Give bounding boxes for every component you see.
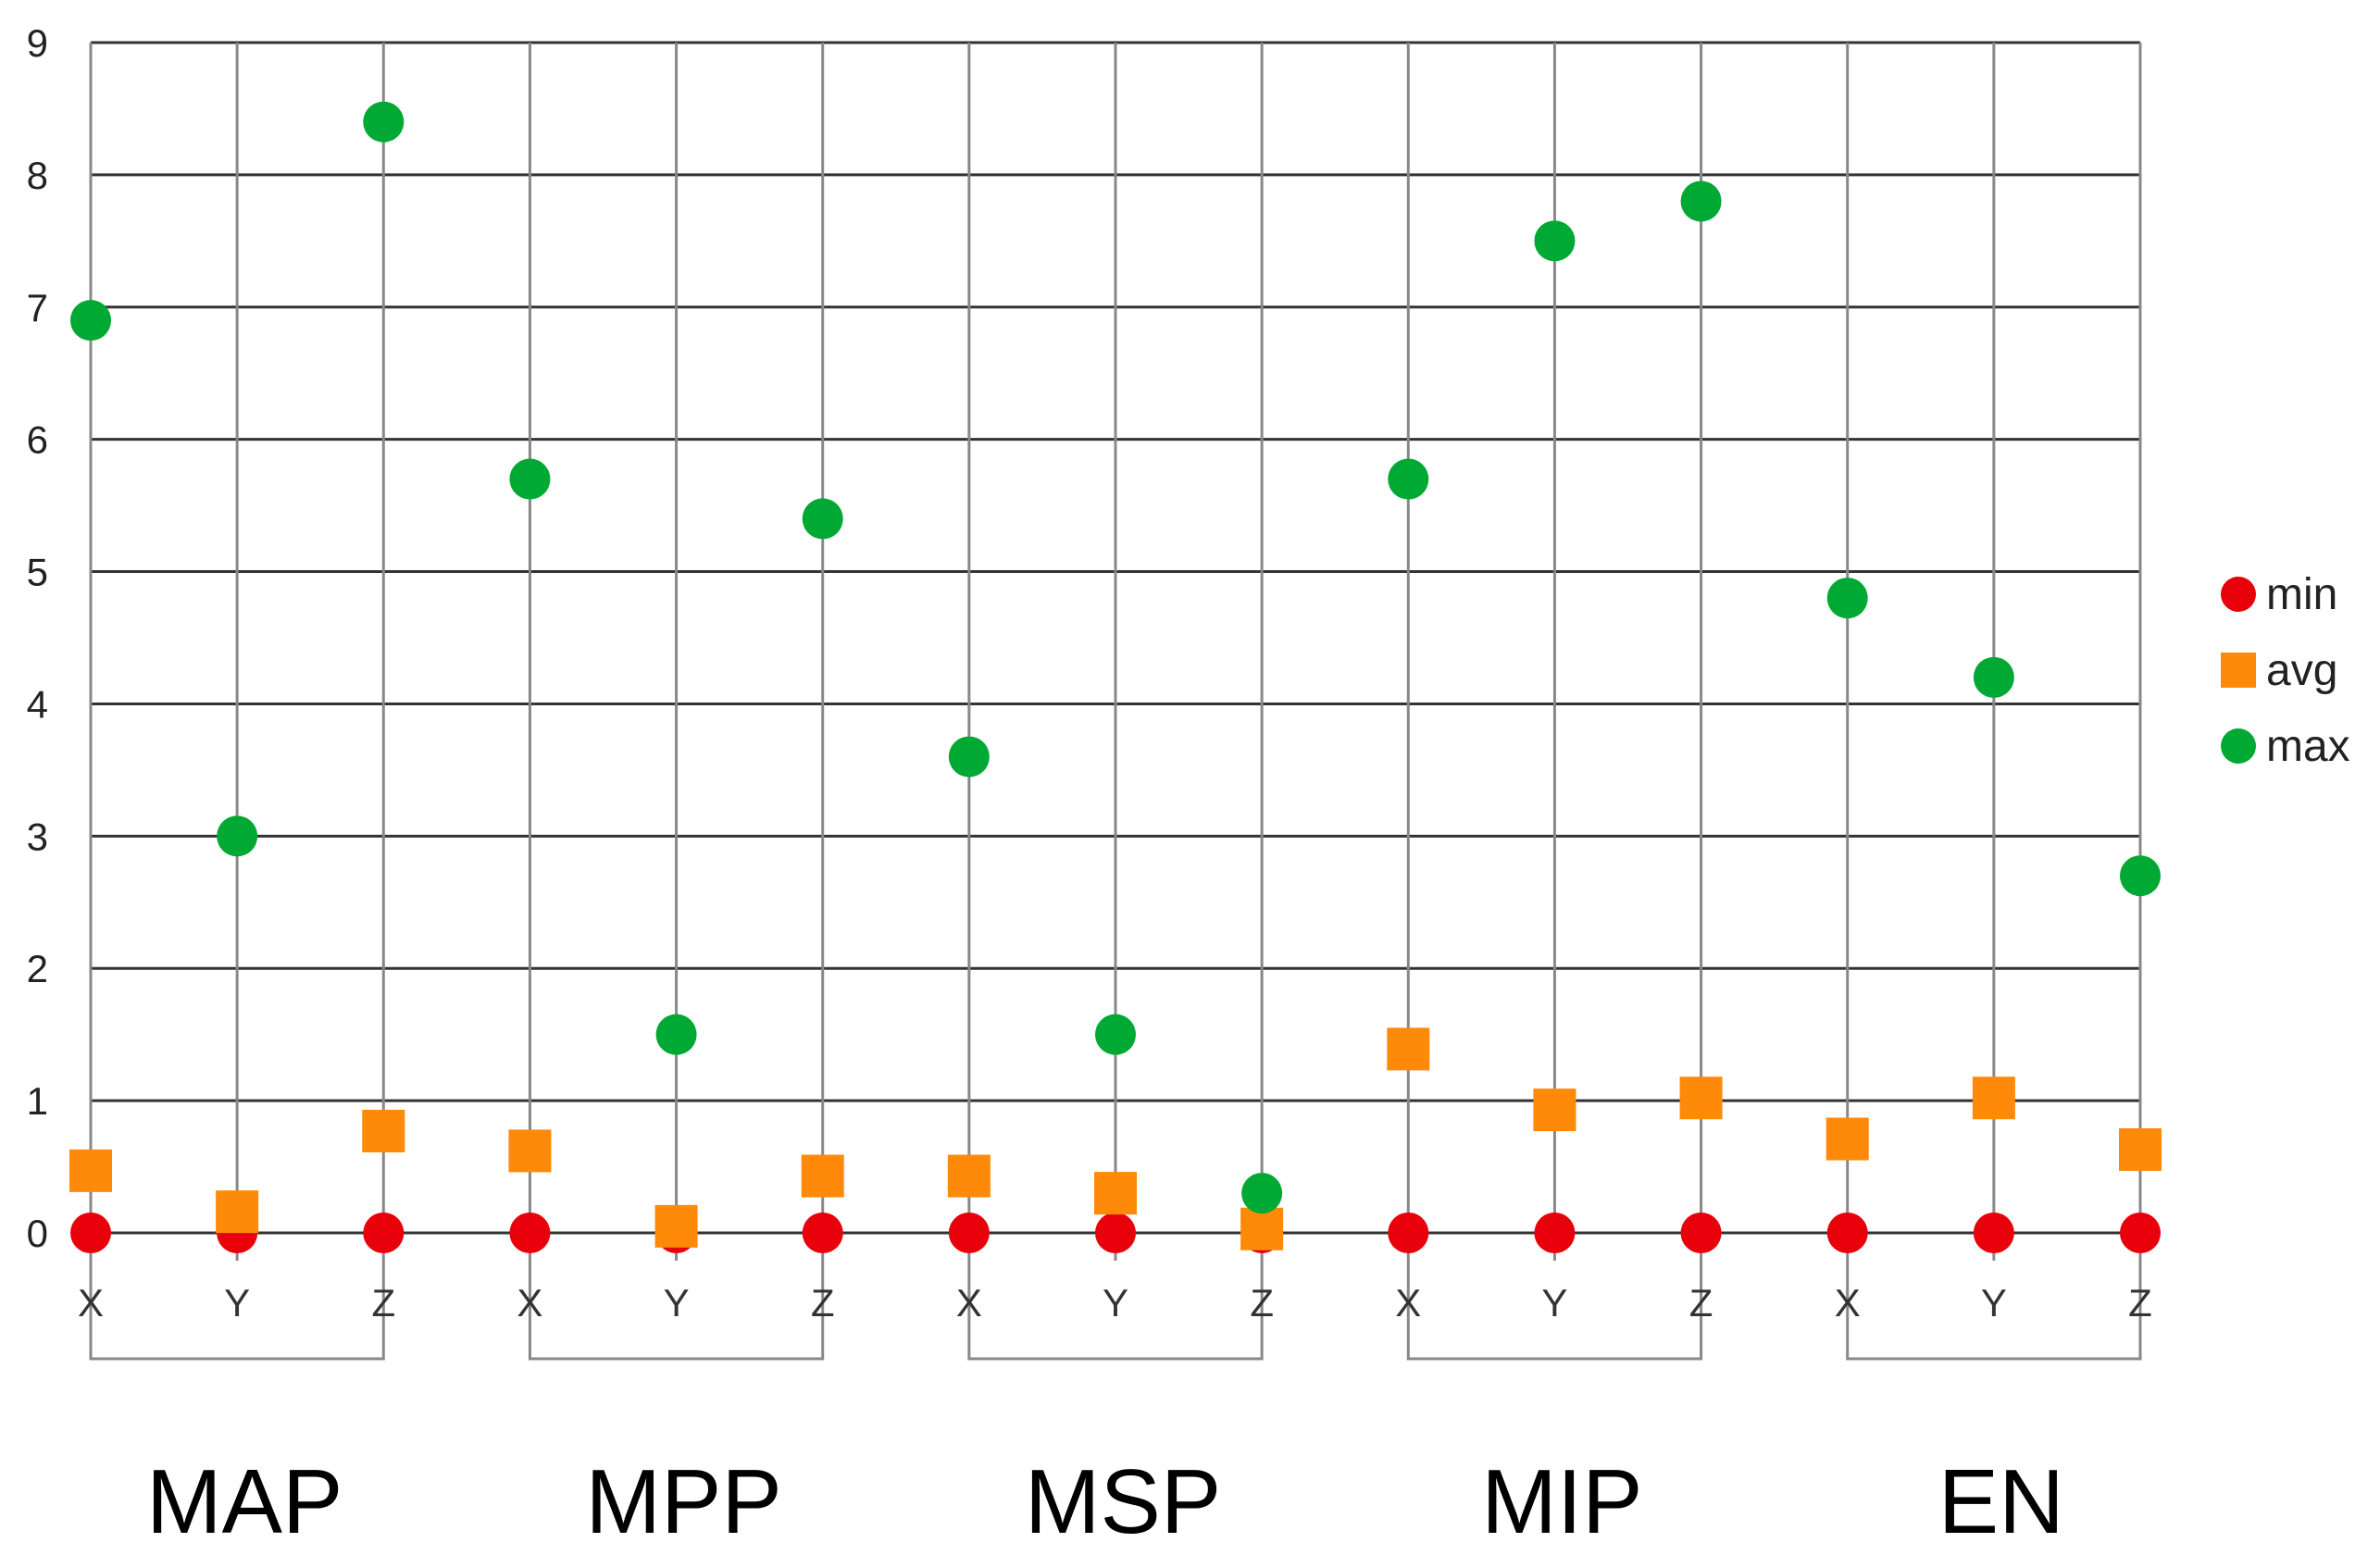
point-avg [2119,1127,2162,1171]
point-avg [508,1129,552,1173]
x-tick-label: X [78,1281,104,1325]
category-group-brackets [89,1261,2142,1361]
y-tick-label: 3 [27,815,48,858]
point-avg [947,1154,991,1198]
point-avg [1972,1076,2015,1120]
x-tick-label: Z [1689,1281,1713,1325]
point-max [655,1014,697,1055]
point-min [1680,1213,1722,1253]
point-max [1680,180,1722,222]
x-tick-label: X [517,1281,542,1325]
y-tick-label: 5 [27,551,48,594]
x-tick-label: Y [224,1281,250,1325]
point-max [1826,578,1868,619]
group-bracket [1846,1261,2142,1361]
x-tick-label: Y [1103,1281,1128,1325]
legend-marker-avg [2221,653,2256,688]
point-min [363,1213,405,1253]
y-tick-label: 0 [27,1212,48,1255]
x-axis-group-labels: MAP MPP MSP MIP EN [146,1450,2064,1552]
point-min [70,1213,111,1253]
point-avg [1679,1076,1723,1120]
point-max [1095,1014,1136,1055]
y-axis-ticks: 0 1 2 3 4 5 6 7 8 9 [27,21,48,1255]
point-min [1095,1213,1136,1253]
group-label: MAP [146,1450,343,1552]
point-max [1973,656,2014,698]
point-avg [216,1190,259,1234]
group-label: MIP [1481,1450,1642,1552]
x-tick-label: Y [1981,1281,2007,1325]
point-avg [1387,1027,1430,1071]
x-tick-label: Y [1541,1281,1567,1325]
point-max [948,736,990,778]
legend-marker-min [2221,577,2256,612]
point-max [217,815,258,857]
point-avg [801,1154,844,1198]
point-min [802,1213,843,1253]
point-avg [1533,1088,1576,1132]
y-tick-label: 9 [27,21,48,65]
point-max [1534,220,1576,262]
y-tick-label: 2 [27,947,48,990]
point-avg [362,1109,405,1152]
x-tick-label: X [1835,1281,1861,1325]
group-bracket [967,1261,1264,1361]
legend-label-max: max [2266,722,2350,771]
group-bracket [528,1261,825,1361]
point-avg [69,1149,112,1192]
y-tick-label: 8 [27,154,48,197]
point-min [948,1213,990,1253]
legend: min avg max [2221,570,2350,771]
point-min [2120,1213,2161,1253]
x-tick-label: Y [664,1281,690,1325]
group-label: MSP [1025,1450,1221,1552]
series-avg [69,1027,2162,1250]
point-min [1973,1213,2014,1253]
group-label: EN [1938,1450,2064,1552]
point-min [1388,1213,1429,1253]
legend-label-min: min [2266,570,2337,619]
point-max [1241,1173,1283,1214]
legend-label-avg: avg [2266,646,2337,695]
point-avg [1240,1207,1284,1250]
y-tick-label: 7 [27,286,48,330]
point-max [1388,458,1429,500]
y-tick-label: 4 [27,682,48,726]
y-tick-label: 1 [27,1079,48,1123]
grid-lines [89,41,2142,1261]
point-min [1534,1213,1576,1253]
point-avg [654,1204,698,1248]
point-max [2120,855,2161,897]
legend-marker-max [2221,728,2256,764]
point-max [509,458,551,500]
point-min [1826,1213,1868,1253]
series-min [70,1213,2161,1253]
group-label: MPP [585,1450,781,1552]
x-tick-label: Z [371,1281,395,1325]
point-min [509,1213,551,1253]
x-tick-label: X [1395,1281,1421,1325]
x-tick-label: Z [1250,1281,1274,1325]
point-avg [1825,1117,1869,1161]
x-tick-label: Z [2128,1281,2152,1325]
point-max [363,101,405,143]
group-bracket [1406,1261,1703,1361]
point-max [802,498,843,540]
x-tick-label: Z [811,1281,835,1325]
series-max [70,101,2161,1214]
point-avg [1094,1172,1137,1215]
y-tick-label: 6 [27,418,48,462]
data-series [69,101,2162,1253]
point-max [70,300,111,342]
group-bracket [89,1261,385,1361]
x-tick-label: X [956,1281,982,1325]
